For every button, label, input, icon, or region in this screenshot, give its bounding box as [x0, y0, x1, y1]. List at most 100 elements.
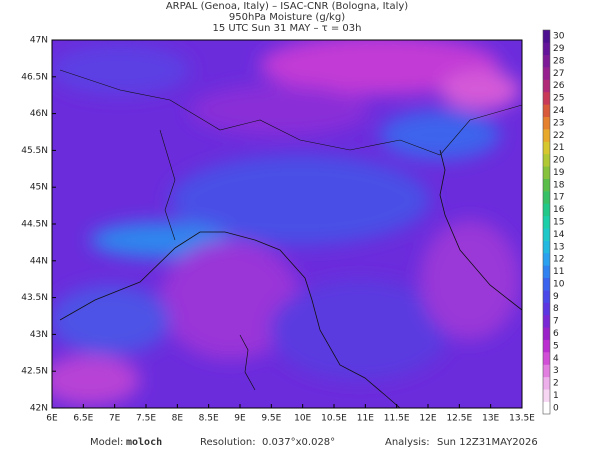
colorbar-swatch: [543, 339, 550, 353]
colorbar-swatch: [543, 401, 550, 415]
header-line: 950hPa Moisture (g/kg): [229, 12, 345, 23]
lon-label: 9E: [234, 414, 246, 424]
colorbar-label: 12: [553, 255, 564, 265]
colorbar-label: 17: [553, 193, 564, 203]
colorbar-frame: [542, 29, 551, 415]
lon-label: 10E: [294, 414, 311, 424]
footer-value: moloch: [126, 437, 162, 448]
lon-label: 7.5E: [136, 414, 156, 424]
colorbar-label: 29: [553, 44, 565, 54]
lat-label: 47N: [30, 36, 48, 46]
colorbar: 0123456789101112131415161718192021222324…: [542, 29, 565, 415]
colorbar-swatch: [543, 389, 550, 402]
header-line: ARPAL (Genoa, Italy) – ISAC-CNR (Bologna…: [166, 1, 408, 12]
colorbar-label: 23: [553, 118, 564, 128]
colorbar-label: 11: [553, 267, 564, 277]
lon-label: 13E: [482, 414, 499, 424]
colorbar-label: 27: [553, 69, 564, 79]
footer-label: Resolution:: [200, 437, 256, 448]
colorbar-label: 30: [553, 32, 565, 42]
colorbar-label: 21: [553, 143, 564, 153]
colorbar-swatch: [543, 91, 550, 105]
colorbar-label: 24: [553, 106, 565, 116]
lat-label: 43N: [30, 330, 48, 340]
lat-label: 46.5N: [21, 72, 48, 82]
lon-label: 11.5E: [384, 414, 410, 424]
colorbar-swatch: [543, 166, 550, 179]
colorbar-label: 20: [553, 156, 565, 166]
lat-label: 43.5N: [21, 293, 48, 303]
colorbar-label: 7: [553, 317, 559, 327]
colorbar-swatch: [543, 116, 550, 130]
lon-label: 6.5E: [73, 414, 93, 424]
lon-label: 9.5E: [261, 414, 281, 424]
lat-label: 44N: [30, 256, 48, 266]
lat-label: 45N: [30, 183, 48, 193]
colorbar-label: 1: [553, 391, 559, 401]
colorbar-swatch: [543, 352, 550, 365]
footer-value: 0.037°x0.028°: [262, 437, 335, 448]
colorbar-label: 22: [553, 131, 564, 141]
colorbar-swatch: [543, 30, 550, 43]
lat-label: 42.5N: [21, 367, 48, 377]
colorbar-swatch: [543, 67, 550, 80]
colorbar-swatch: [543, 42, 550, 56]
lon-label: 7E: [109, 414, 121, 424]
colorbar-swatch: [543, 290, 550, 303]
colorbar-label: 15: [553, 218, 564, 228]
lon-label: 11E: [357, 414, 374, 424]
lat-label: 45.5N: [21, 146, 48, 156]
colorbar-swatch: [543, 302, 550, 316]
colorbar-swatch: [543, 79, 550, 93]
colorbar-label: 5: [553, 341, 559, 351]
colorbar-swatch: [543, 228, 550, 241]
colorbar-label: 0: [553, 403, 559, 413]
footer-label: Analysis:: [385, 437, 430, 448]
colorbar-label: 25: [553, 94, 564, 104]
colorbar-label: 13: [553, 242, 564, 252]
lon-label: 12E: [419, 414, 436, 424]
footer-label: Model:: [90, 437, 123, 448]
colorbar-swatch: [543, 104, 550, 118]
colorbar-swatch: [543, 215, 550, 229]
colorbar-swatch: [543, 178, 550, 192]
lon-label: 8E: [172, 414, 184, 424]
colorbar-label: 8: [553, 304, 559, 314]
colorbar-label: 16: [553, 205, 565, 215]
lon-labels: 6E 6.5E 7E 7.5E 8E 8.5E 9E 9.5E 10E 10.5E 11E 11.5E…: [46, 404, 535, 424]
map-field: [52, 40, 522, 408]
colorbar-swatch: [543, 376, 550, 390]
colorbar-swatch: [543, 252, 550, 266]
colorbar-label: 26: [553, 81, 565, 91]
lon-label: 13.5E: [509, 414, 535, 424]
colorbar-label: 2: [553, 379, 559, 389]
lon-label: 12.5E: [446, 414, 472, 424]
colorbar-swatch: [543, 364, 550, 378]
colorbar-label: 3: [553, 366, 559, 376]
header-line: 15 UTC Sun 31 MAY – τ = 03h: [213, 23, 362, 34]
lon-label: 8.5E: [199, 414, 219, 424]
lat-labels: 47N 46.5N 46N 45.5N 45N 44.5N 44N 43.5N 43N 42.5N…: [21, 36, 56, 414]
colorbar-label: 14: [553, 230, 565, 240]
lat-label: 46N: [30, 109, 48, 119]
colorbar-swatch: [543, 240, 550, 254]
colorbar-label: 18: [553, 180, 565, 190]
colorbar-swatch: [543, 265, 550, 279]
lat-label: 42N: [30, 404, 48, 414]
lat-label: 44.5N: [21, 220, 48, 230]
colorbar-swatch: [543, 54, 550, 68]
colorbar-swatch: [543, 277, 550, 291]
colorbar-swatch: [543, 153, 550, 167]
colorbar-swatch: [543, 191, 550, 204]
colorbar-swatch: [543, 129, 550, 142]
colorbar-swatch: [543, 141, 550, 155]
colorbar-label: 19: [553, 168, 565, 178]
colorbar-swatch: [543, 327, 550, 340]
lon-label: 6E: [46, 414, 58, 424]
footer-value: Sun 12Z31MAY2026: [437, 437, 538, 448]
colorbar-swatch: [543, 314, 550, 328]
colorbar-label: 6: [553, 329, 559, 339]
lon-label: 10.5E: [321, 414, 347, 424]
colorbar-label: 9: [553, 292, 559, 302]
